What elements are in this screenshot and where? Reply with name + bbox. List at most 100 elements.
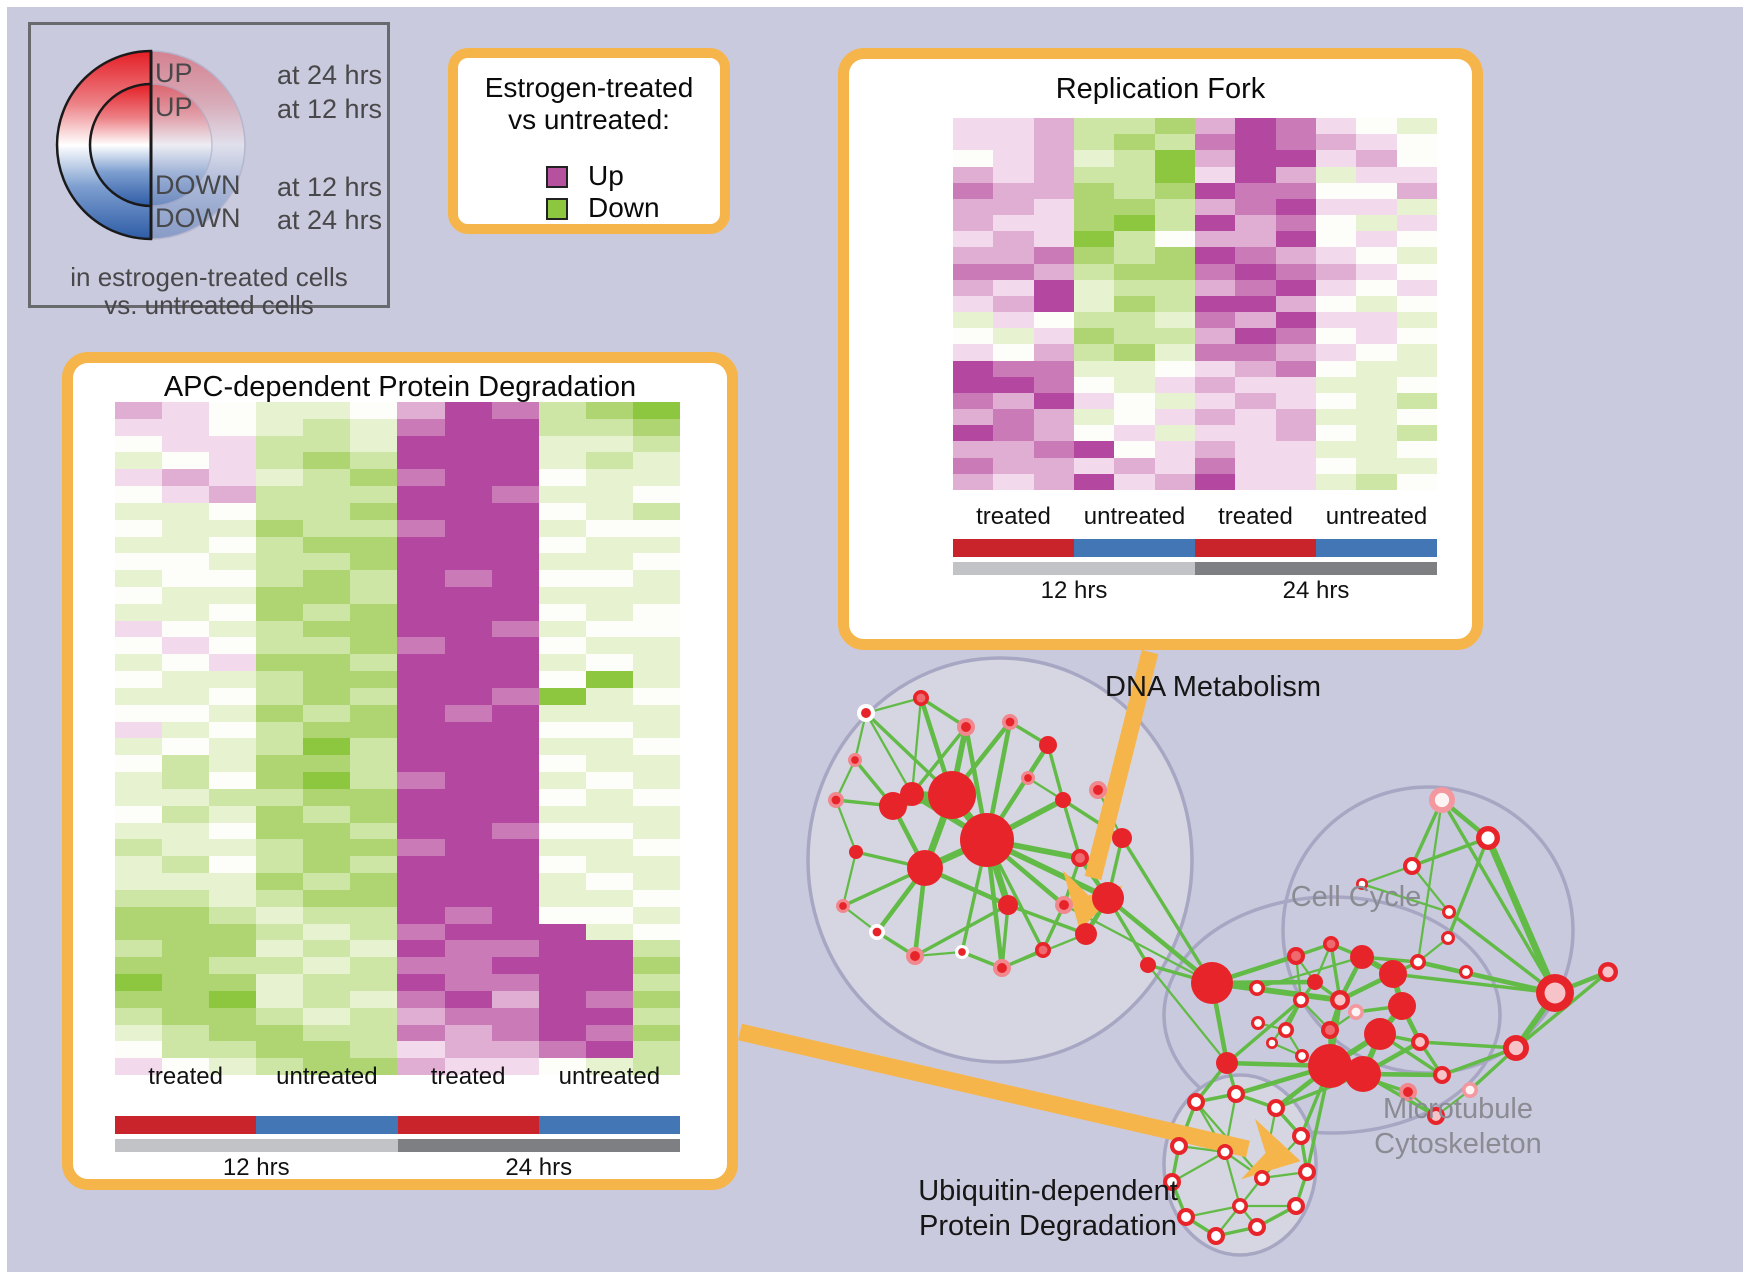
gene-set-node-core (1174, 1141, 1184, 1151)
replication_fork-untreated-bar (1074, 539, 1195, 557)
replication_fork-treated-bar (1195, 539, 1316, 557)
gene-set-node (900, 782, 924, 806)
gene-set-node (1364, 1018, 1396, 1050)
gene-set-node-core (1231, 1089, 1241, 1099)
color-legend-title-line1: Estrogen-treated (484, 72, 694, 103)
apc-group-label: treated (430, 1063, 506, 1090)
gene-set-node-core (851, 756, 859, 764)
gene-set-node-core (1403, 1087, 1413, 1097)
gene-set-node (1308, 1044, 1352, 1088)
gene-set-node (1216, 1052, 1238, 1074)
apc-treated-bar (397, 1116, 539, 1134)
ring-down12-word: DOWN (155, 170, 241, 200)
gene-set-node-core (1252, 983, 1262, 993)
gene-set-node-core (1437, 1070, 1447, 1080)
network-edge (1360, 882, 1451, 914)
gene-set-node-core (958, 948, 966, 956)
network-edge (1440, 798, 1557, 995)
network-edge (864, 696, 923, 715)
network-edge (841, 850, 858, 908)
ring-right-inner (150, 83, 213, 207)
gene-set-node (1112, 828, 1132, 848)
apc-group-label: treated (148, 1063, 223, 1090)
gene-set-node (928, 771, 976, 819)
network-edge (1255, 955, 1364, 990)
replication_fork-untreated-bar (1316, 539, 1437, 557)
gene-set-node-core (1351, 1007, 1361, 1017)
apc-untreated-bar (538, 1116, 680, 1134)
cluster-ellipse-cell-cycle (1162, 895, 1502, 1135)
network-edge (1391, 972, 1557, 995)
network-edge (910, 725, 968, 796)
gene-set-node-core (839, 902, 847, 910)
gene-set-node (1191, 962, 1233, 1004)
gene-set-node-core (1059, 900, 1069, 910)
up-swatch (546, 166, 568, 188)
network-edge (864, 711, 914, 796)
gene-set-node (849, 845, 863, 859)
apc-group-label: untreated (558, 1063, 661, 1090)
network-edge (1416, 798, 1444, 964)
network-edge (1446, 836, 1490, 940)
gene-set-node (1055, 792, 1071, 808)
replication_fork-group-label: treated (1218, 503, 1293, 530)
gene-set-node (960, 813, 1014, 867)
apc-group-label: untreated (276, 1063, 378, 1090)
gene-set-node-core (1445, 908, 1453, 916)
gene-set-node (1350, 945, 1374, 969)
ring-caption-line2: vs. untreated cells (104, 290, 314, 320)
network-edge (1061, 798, 1082, 860)
callout-arrow-head (1241, 1118, 1301, 1180)
ring-up12-word: UP (155, 92, 193, 122)
gene-set-node-core (1291, 951, 1301, 961)
color-legend-title-line2: vs untreated: (508, 104, 670, 135)
network-edge (910, 696, 923, 796)
ring-down12-time: at 12 hrs (277, 172, 383, 202)
updown-ring-diagram (55, 49, 246, 241)
callout-arrow-shaft (738, 1023, 1250, 1158)
replication_fork-group-label: untreated (1325, 503, 1428, 530)
network-edge (1410, 864, 1451, 914)
gene-set-node-core (1181, 1212, 1191, 1222)
gene-set-node (1140, 957, 1156, 973)
gene-set-node-core (1268, 1039, 1276, 1047)
apc-time-label: 12 hrs (222, 1154, 290, 1181)
up-swatch-label: Up (588, 160, 624, 191)
apc-heatmap (115, 402, 680, 1075)
gene-set-node-core (1508, 1040, 1524, 1056)
apc-title: APC-dependent Protein Degradation (163, 371, 637, 403)
gene-set-node (1307, 974, 1323, 990)
cluster-label: DNA Metabolism (1105, 671, 1321, 703)
gene-set-node-core (1271, 1103, 1281, 1113)
replication_fork-time-label: 12 hrs (1040, 577, 1108, 604)
cluster-label: Cytoskeleton (1374, 1128, 1542, 1160)
gene-set-node-core (910, 951, 920, 961)
network-edge (1447, 910, 1557, 995)
ring-left-inner (88, 82, 153, 208)
gene-set-node-core (1254, 1019, 1262, 1027)
gene-set-node-core (1325, 1025, 1335, 1035)
network-edge (1000, 903, 1010, 970)
gene-set-node-core (1167, 1177, 1177, 1187)
gene-set-node (1388, 992, 1416, 1020)
gene-set-node-core (1257, 1173, 1267, 1183)
gene-set-node-core (872, 927, 882, 937)
network-edge (1146, 963, 1229, 1065)
cluster-ellipse-ubiquitin-protein-degradation (1162, 1073, 1318, 1257)
gene-set-node-core (1413, 957, 1423, 967)
gene-set-node-core (1291, 1201, 1301, 1211)
replication_fork-treated-bar (953, 539, 1074, 557)
network-edge (1440, 1046, 1518, 1077)
replication-fork-title: Replication Fork (1055, 73, 1266, 105)
gene-set-node-core (1544, 982, 1566, 1004)
color-legend-box: Estrogen-treated vs untreated: Up Down (448, 48, 730, 234)
down-swatch (546, 198, 568, 220)
gene-set-node-core (1211, 1231, 1221, 1241)
apc-time-label: 24 hrs (505, 1154, 573, 1181)
network-edge (1225, 998, 1303, 1065)
network-edge (1105, 895, 1215, 986)
gene-set-node-core (1281, 1025, 1291, 1035)
gene-set-node-core (1038, 945, 1048, 955)
